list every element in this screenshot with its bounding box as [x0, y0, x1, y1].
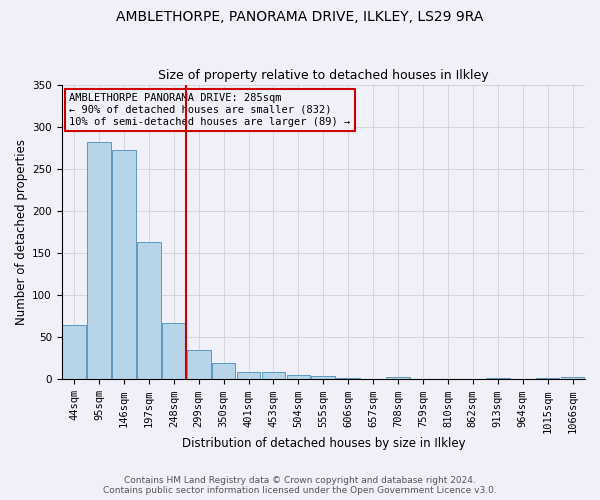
Bar: [561, 377, 584, 380]
Bar: [62, 324, 86, 380]
Bar: [137, 242, 161, 380]
Bar: [486, 378, 509, 380]
Text: Contains HM Land Registry data © Crown copyright and database right 2024.
Contai: Contains HM Land Registry data © Crown c…: [103, 476, 497, 495]
X-axis label: Distribution of detached houses by size in Ilkley: Distribution of detached houses by size …: [182, 437, 465, 450]
Text: AMBLETHORPE PANORAMA DRIVE: 285sqm
← 90% of detached houses are smaller (832)
10: AMBLETHORPE PANORAMA DRIVE: 285sqm ← 90%…: [70, 94, 351, 126]
Bar: [212, 362, 235, 380]
Bar: [536, 378, 559, 380]
Title: Size of property relative to detached houses in Ilkley: Size of property relative to detached ho…: [158, 69, 488, 82]
Bar: [237, 372, 260, 380]
Bar: [262, 372, 286, 380]
Bar: [287, 375, 310, 380]
Bar: [112, 150, 136, 380]
Bar: [162, 323, 185, 380]
Bar: [311, 376, 335, 380]
Bar: [87, 142, 111, 380]
Text: AMBLETHORPE, PANORAMA DRIVE, ILKLEY, LS29 9RA: AMBLETHORPE, PANORAMA DRIVE, ILKLEY, LS2…: [116, 10, 484, 24]
Y-axis label: Number of detached properties: Number of detached properties: [15, 139, 28, 325]
Bar: [337, 378, 360, 380]
Bar: [386, 377, 410, 380]
Bar: [187, 350, 211, 380]
